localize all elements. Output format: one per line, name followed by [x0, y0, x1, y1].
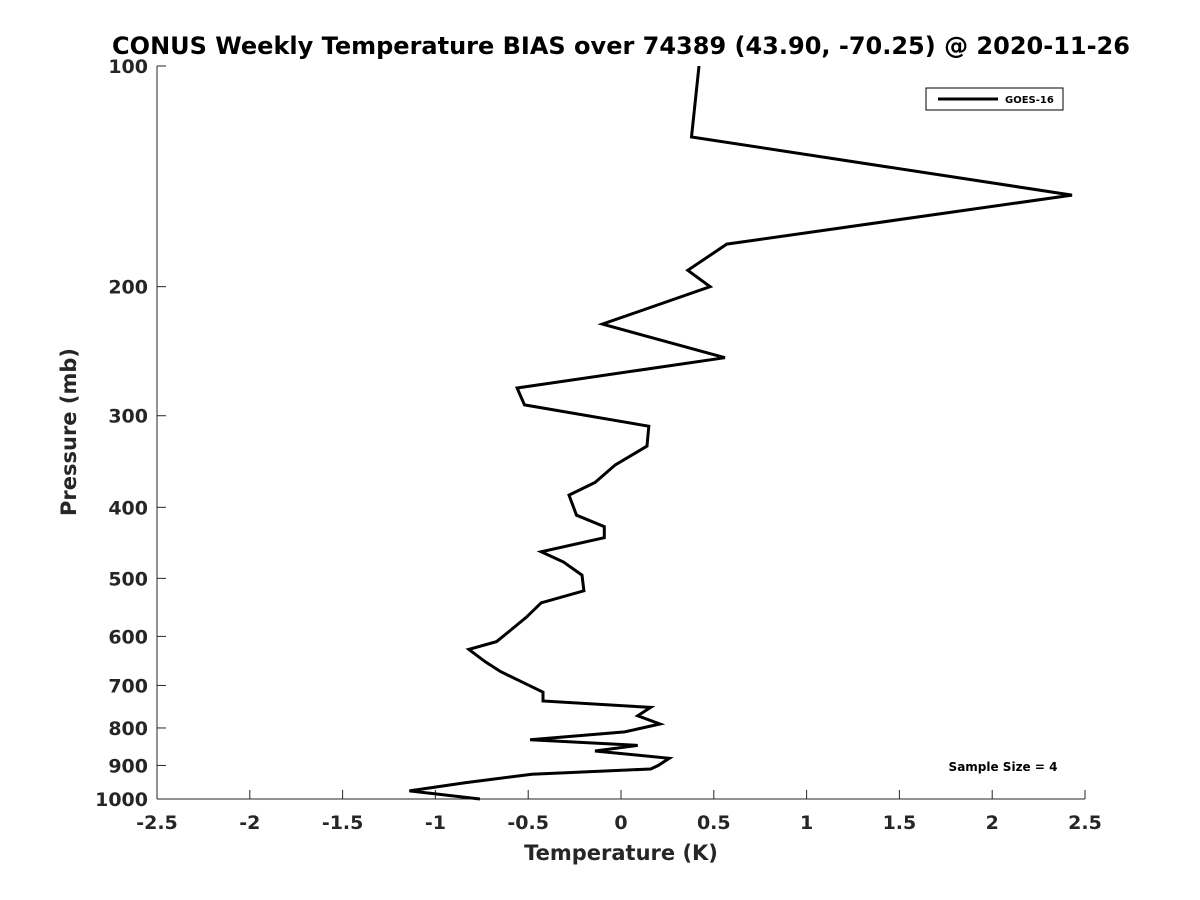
y-tick-label: 400	[108, 497, 148, 519]
y-tick-label: 500	[108, 568, 148, 590]
x-tick-label: 1	[800, 812, 813, 834]
y-axis: 100 200 300 400 500 600 700 800 900 1000	[95, 56, 166, 811]
y-axis-label: Pressure (mb)	[57, 348, 81, 516]
x-tick-label: 2	[986, 812, 999, 834]
x-tick-label: -2.5	[136, 812, 178, 834]
x-tick-label: 2.5	[1068, 812, 1102, 834]
chart-title: CONUS Weekly Temperature BIAS over 74389…	[112, 32, 1130, 60]
series-layer	[409, 65, 1073, 801]
y-tick-label: 800	[108, 718, 148, 740]
y-tick-label: 1000	[95, 789, 148, 811]
x-axis: -2.5 -2 -1.5 -1 -0.5 0 0.5 1 1.5 2 2.5	[136, 790, 1102, 834]
legend: GOES-16	[925, 87, 1064, 111]
x-tick-label: 0.5	[697, 812, 731, 834]
y-tick-label: 300	[108, 406, 148, 428]
x-axis-label: Temperature (K)	[524, 841, 718, 865]
x-tick-label: 1.5	[883, 812, 917, 834]
legend-label: GOES-16	[1005, 95, 1054, 106]
x-tick-label: -1	[425, 812, 446, 834]
x-tick-label: -2	[239, 812, 260, 834]
series-line-goes-16	[409, 65, 1073, 801]
y-tick-label: 600	[108, 626, 148, 648]
x-tick-label: -0.5	[507, 812, 549, 834]
y-tick-label: 900	[108, 755, 148, 777]
y-tick-label: 700	[108, 675, 148, 697]
x-tick-label: 0	[614, 812, 627, 834]
y-tick-label: 100	[108, 56, 148, 78]
x-tick-label: -1.5	[322, 812, 364, 834]
y-tick-label: 200	[108, 277, 148, 299]
sample-size-annotation: Sample Size = 4	[949, 760, 1058, 774]
